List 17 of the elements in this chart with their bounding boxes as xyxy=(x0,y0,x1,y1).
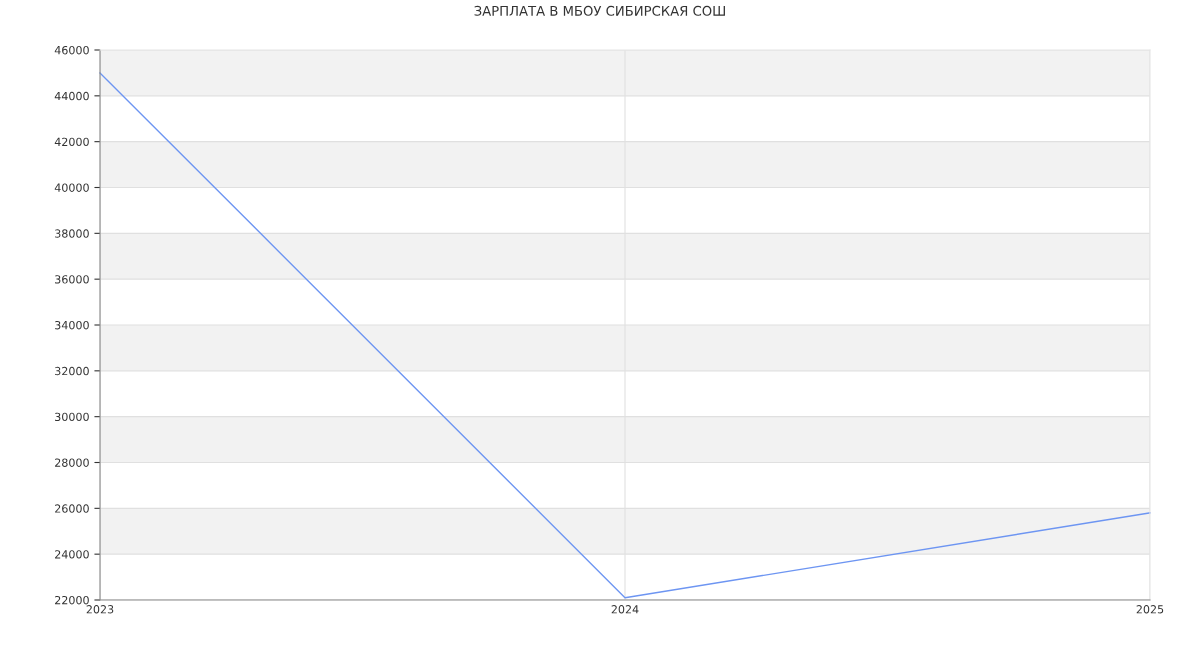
y-tick-label: 38000 xyxy=(55,229,89,238)
y-tick-label: 30000 xyxy=(55,412,89,422)
y-tick-label: 40000 xyxy=(54,183,89,192)
x-tick-label: 2023 xyxy=(86,605,114,614)
y-tick-label: 32000 xyxy=(55,366,89,376)
y-tick-label: 26000 xyxy=(55,504,89,513)
y-tick-label: 42000 xyxy=(54,137,89,147)
y-tick-label: 36000 xyxy=(55,275,89,284)
y-tick-label: 46000 xyxy=(54,45,89,55)
chart-title: ЗАРПЛАТА В МБОУ СИБИРСКАЯ СОШ xyxy=(474,5,725,16)
x-tick-label: 2025 xyxy=(1136,605,1164,614)
y-tick-label: 44000 xyxy=(54,91,89,101)
y-tick-label: 22000 xyxy=(55,595,89,605)
y-tick-label: 28000 xyxy=(55,458,89,467)
y-tick-label: 24000 xyxy=(55,550,89,559)
y-tick-label: 34000 xyxy=(55,320,89,330)
x-tick-label: 2024 xyxy=(611,605,639,614)
